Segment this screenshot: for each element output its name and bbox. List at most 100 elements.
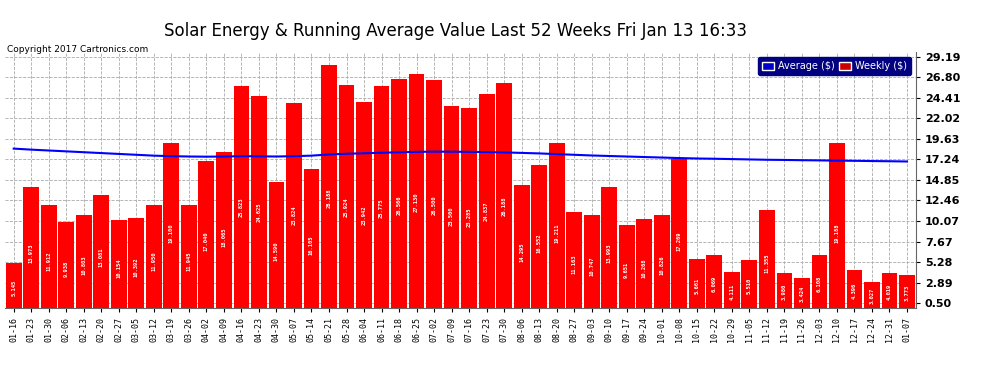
- Bar: [514, 185, 530, 308]
- Bar: [339, 85, 354, 308]
- Text: 14.590: 14.590: [274, 242, 279, 261]
- Bar: [864, 282, 880, 308]
- Bar: [461, 108, 477, 307]
- Bar: [426, 80, 442, 308]
- Text: 5.510: 5.510: [746, 278, 751, 294]
- Text: 9.938: 9.938: [63, 261, 68, 277]
- Text: 13.993: 13.993: [607, 244, 612, 263]
- Text: Solar Energy & Running Average Value Last 52 Weeks Fri Jan 13 16:33: Solar Energy & Running Average Value Las…: [164, 22, 746, 40]
- Bar: [321, 65, 337, 308]
- Bar: [899, 275, 915, 308]
- Bar: [882, 273, 897, 308]
- Text: 10.747: 10.747: [589, 256, 594, 276]
- Bar: [479, 94, 495, 308]
- Text: 10.154: 10.154: [116, 258, 122, 278]
- Bar: [742, 260, 757, 308]
- Text: 14.295: 14.295: [519, 243, 524, 262]
- Text: 6.069: 6.069: [712, 276, 717, 292]
- Bar: [584, 215, 600, 308]
- Text: 3.980: 3.980: [782, 284, 787, 300]
- Bar: [532, 165, 547, 308]
- Text: 5.145: 5.145: [11, 279, 16, 296]
- Legend: Average ($), Weekly ($): Average ($), Weekly ($): [758, 57, 911, 75]
- Text: 19.100: 19.100: [169, 224, 174, 243]
- Text: 17.040: 17.040: [204, 232, 209, 251]
- Bar: [216, 152, 232, 308]
- Text: 27.130: 27.130: [414, 193, 419, 212]
- Text: 3.027: 3.027: [869, 288, 874, 304]
- Text: 10.826: 10.826: [659, 256, 664, 275]
- Text: 23.942: 23.942: [361, 205, 366, 225]
- Bar: [689, 259, 705, 308]
- Text: 26.188: 26.188: [502, 196, 507, 216]
- Bar: [812, 255, 828, 308]
- Text: 3.773: 3.773: [905, 285, 910, 301]
- Bar: [373, 86, 389, 308]
- Bar: [129, 218, 145, 308]
- Text: 24.625: 24.625: [256, 202, 261, 222]
- Bar: [146, 205, 161, 308]
- Text: 26.566: 26.566: [397, 195, 402, 214]
- Text: 11.950: 11.950: [151, 252, 156, 271]
- Bar: [794, 278, 810, 308]
- Bar: [268, 182, 284, 308]
- Bar: [304, 169, 320, 308]
- Bar: [829, 143, 844, 308]
- Text: 24.837: 24.837: [484, 202, 489, 221]
- Bar: [181, 205, 197, 308]
- Text: 10.392: 10.392: [134, 258, 139, 277]
- Text: 13.973: 13.973: [29, 244, 34, 263]
- Bar: [759, 210, 775, 308]
- Text: 25.924: 25.924: [344, 198, 349, 217]
- Text: 11.912: 11.912: [47, 252, 51, 271]
- Bar: [58, 222, 74, 308]
- Text: 25.775: 25.775: [379, 198, 384, 217]
- Bar: [41, 205, 56, 308]
- Bar: [409, 75, 425, 308]
- Text: 16.552: 16.552: [537, 234, 542, 253]
- Text: 11.355: 11.355: [764, 254, 769, 273]
- Bar: [724, 272, 740, 308]
- Bar: [286, 103, 302, 308]
- Text: 4.396: 4.396: [852, 282, 857, 298]
- Bar: [566, 211, 582, 308]
- Text: 26.500: 26.500: [432, 195, 437, 215]
- Bar: [846, 270, 862, 308]
- Bar: [637, 219, 652, 308]
- Text: 25.823: 25.823: [239, 198, 244, 217]
- Text: 23.824: 23.824: [291, 206, 296, 225]
- Bar: [391, 80, 407, 308]
- Bar: [251, 96, 267, 308]
- Bar: [6, 263, 22, 308]
- Text: 9.651: 9.651: [625, 262, 630, 278]
- Text: 19.211: 19.211: [554, 224, 559, 243]
- Bar: [93, 195, 109, 308]
- Text: 23.285: 23.285: [466, 208, 471, 227]
- Bar: [671, 159, 687, 308]
- Bar: [444, 106, 459, 308]
- Text: 11.163: 11.163: [571, 255, 577, 274]
- Text: 23.500: 23.500: [449, 207, 454, 226]
- Bar: [707, 255, 722, 308]
- Bar: [111, 220, 127, 308]
- Text: 19.188: 19.188: [835, 224, 840, 243]
- Bar: [776, 273, 792, 308]
- Bar: [24, 188, 40, 308]
- Bar: [234, 86, 249, 308]
- Bar: [198, 161, 214, 308]
- Bar: [653, 214, 669, 308]
- Text: 4.111: 4.111: [730, 284, 735, 300]
- Bar: [619, 225, 635, 308]
- Text: 17.269: 17.269: [677, 231, 682, 251]
- Bar: [76, 215, 92, 308]
- Bar: [548, 142, 564, 308]
- Text: 6.108: 6.108: [817, 276, 822, 292]
- Text: Copyright 2017 Cartronics.com: Copyright 2017 Cartronics.com: [7, 45, 148, 54]
- Text: 4.019: 4.019: [887, 284, 892, 300]
- Text: 16.105: 16.105: [309, 236, 314, 255]
- Bar: [601, 188, 617, 308]
- Bar: [163, 144, 179, 308]
- Text: 5.661: 5.661: [694, 278, 699, 294]
- Text: 11.945: 11.945: [186, 252, 191, 271]
- Text: 28.188: 28.188: [327, 189, 332, 208]
